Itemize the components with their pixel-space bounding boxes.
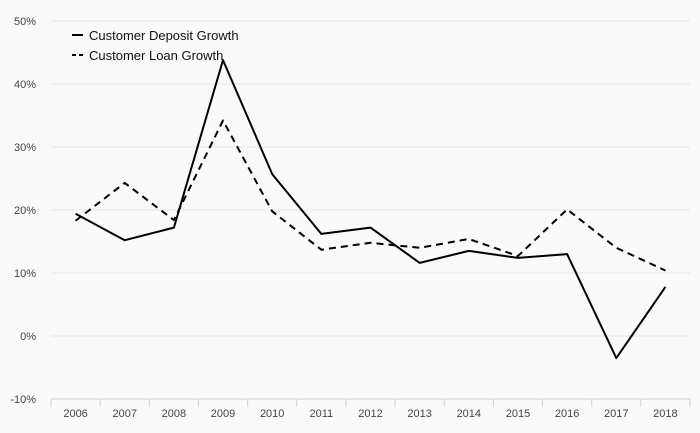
legend: Customer Deposit Growth Customer Loan Gr… xyxy=(72,28,239,63)
x-axis: 2006 2007 2008 2009 2010 2011 2012 2013 2014 2015… xyxy=(50,398,691,420)
x-tick-label: 2008 xyxy=(162,408,186,420)
x-tick-label: 2011 xyxy=(310,408,334,420)
series-line-deposit xyxy=(75,59,667,360)
gridlines xyxy=(51,20,690,337)
x-tick-label: 2014 xyxy=(457,408,481,420)
x-tick-label: 2016 xyxy=(555,408,579,420)
x-tick-label: 2017 xyxy=(604,408,628,420)
series-lines xyxy=(74,59,667,360)
y-tick-label: 40% xyxy=(14,79,36,91)
y-tick-label: 30% xyxy=(14,142,36,154)
x-tick-label: 2012 xyxy=(358,408,382,420)
x-tick-label: 2007 xyxy=(112,408,136,420)
x-tick-label: 2009 xyxy=(211,408,235,420)
legend-label-deposit: Customer Deposit Growth xyxy=(89,28,239,43)
y-tick-label: 20% xyxy=(14,205,36,217)
x-tick-label: 2006 xyxy=(63,408,87,420)
x-tick-label: 2015 xyxy=(506,408,530,420)
x-tick-label: 2013 xyxy=(407,408,431,420)
y-tick-label: 0% xyxy=(20,331,36,343)
y-axis-ticks: -10% 0% 10% 20% 30% 40% 50% xyxy=(10,16,36,406)
legend-label-loan: Customer Loan Growth xyxy=(89,48,223,63)
y-tick-label: 50% xyxy=(14,16,36,28)
x-tick-label: 2010 xyxy=(260,408,284,420)
series-line-loan xyxy=(74,119,666,272)
y-tick-label: -10% xyxy=(10,394,36,406)
x-tick-label: 2018 xyxy=(653,408,677,420)
y-tick-label: 10% xyxy=(14,268,36,280)
